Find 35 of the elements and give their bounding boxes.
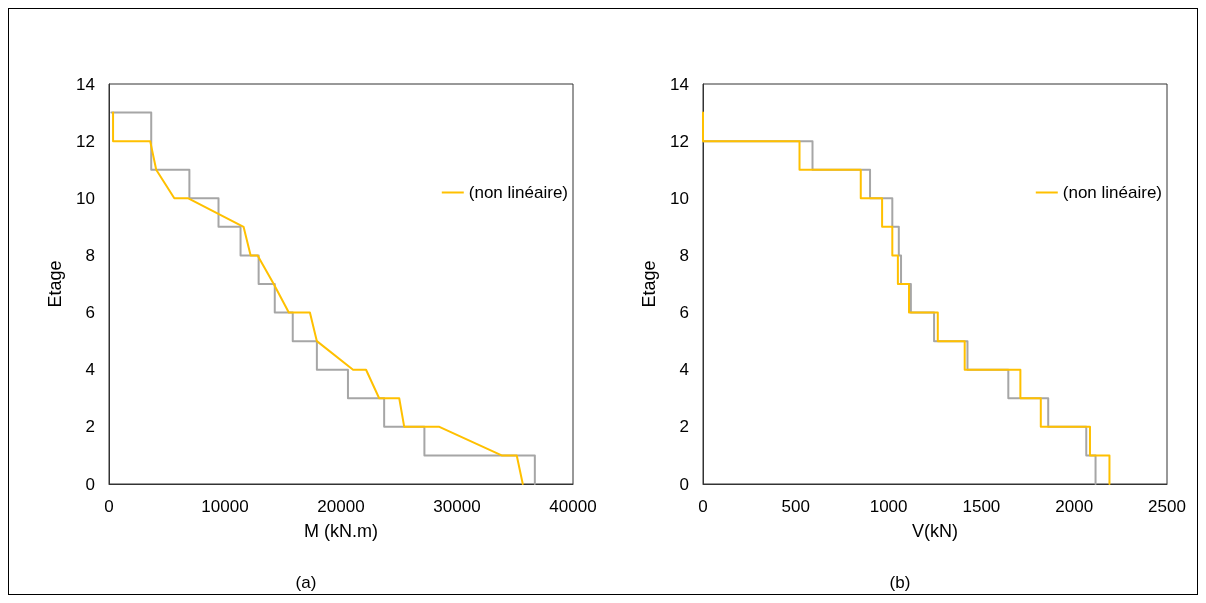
x-axis-title: M (kN.m)	[304, 521, 378, 541]
x-tick-label: 2500	[1148, 497, 1186, 516]
y-tick-label: 8	[679, 245, 689, 265]
y-tick-label: 10	[76, 188, 95, 208]
text: (a)	[295, 573, 317, 592]
y-tick-label: 2	[85, 417, 95, 437]
y-axis-title: Etage	[639, 260, 659, 308]
y-tick-label: 2	[679, 417, 689, 437]
y-tick-label: 12	[76, 131, 95, 151]
y-tick-label: 4	[85, 360, 95, 380]
y-tick-label: 0	[679, 474, 689, 494]
x-tick-label: 10000	[201, 497, 249, 516]
y-tick-label: 6	[679, 303, 689, 323]
legend-label: (non linéaire)	[1062, 183, 1163, 202]
x-tick-label: 2000	[1055, 497, 1094, 516]
y-tick-label: 14	[670, 74, 689, 94]
y-tick-label: 14	[76, 74, 95, 94]
x-tick-label: 1000	[869, 497, 908, 516]
x-tick-label: 1500	[962, 497, 1001, 516]
x-tick-label: 20000	[317, 497, 365, 516]
y-tick-label: 12	[670, 131, 689, 151]
x-tick-label: 40000	[549, 497, 597, 516]
x-tick-label: 0	[698, 497, 708, 516]
x-tick-label: 500	[781, 497, 810, 516]
x-axis-title: V(kN)	[912, 521, 958, 541]
y-tick-label: 10	[670, 188, 689, 208]
x-tick-label: 30000	[433, 497, 481, 516]
y-tick-label: 0	[85, 474, 95, 494]
y-tick-label: 4	[679, 360, 689, 380]
text: (b)	[889, 573, 911, 592]
x-tick-label: 0	[104, 497, 114, 516]
legend-label: (non linéaire)	[468, 183, 569, 202]
y-axis-title: Etage	[45, 260, 65, 308]
y-tick-label: 6	[85, 303, 95, 323]
y-tick-label: 8	[85, 245, 95, 265]
